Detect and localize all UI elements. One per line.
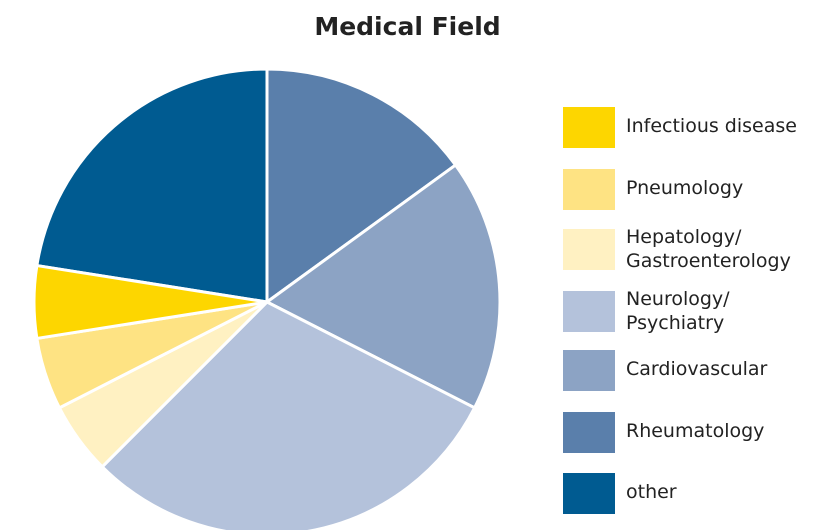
- legend-item: Neurology/ Psychiatry: [563, 288, 826, 336]
- legend-item: Pneumology: [563, 168, 826, 210]
- legend-label: Cardiovascular: [626, 358, 768, 381]
- legend-label: Hepatology/ Gastroenterology: [626, 226, 791, 272]
- legend-item: Rheumatology: [563, 411, 826, 453]
- pie-slice: [35, 67, 269, 304]
- legend-label: Infectious disease: [626, 115, 797, 138]
- legend-swatch: [563, 168, 615, 210]
- legend-item: Hepatology/ Gastroenterology: [563, 226, 826, 274]
- legend-swatch: [563, 411, 615, 453]
- legend-item: other: [563, 472, 826, 514]
- pie-slice: [32, 264, 269, 340]
- legend-label: Pneumology: [626, 177, 744, 200]
- pie-slice: [265, 67, 458, 304]
- legend-swatch: [563, 106, 615, 148]
- legend-swatch: [563, 229, 615, 271]
- legend-item: Infectious disease: [563, 106, 826, 148]
- legend-item: Cardiovascular: [563, 349, 826, 391]
- legend-swatch: [563, 291, 615, 333]
- pie-slice: [100, 300, 477, 530]
- legend-swatch: [563, 472, 615, 514]
- pie-area: [32, 67, 502, 530]
- chart-title: Medical Field: [314, 12, 501, 41]
- legend-label: Rheumatology: [626, 420, 765, 443]
- legend-label: other: [626, 481, 677, 504]
- pie-slice: [265, 163, 502, 410]
- legend-swatch: [563, 349, 615, 391]
- legend-label: Neurology/ Psychiatry: [626, 288, 730, 334]
